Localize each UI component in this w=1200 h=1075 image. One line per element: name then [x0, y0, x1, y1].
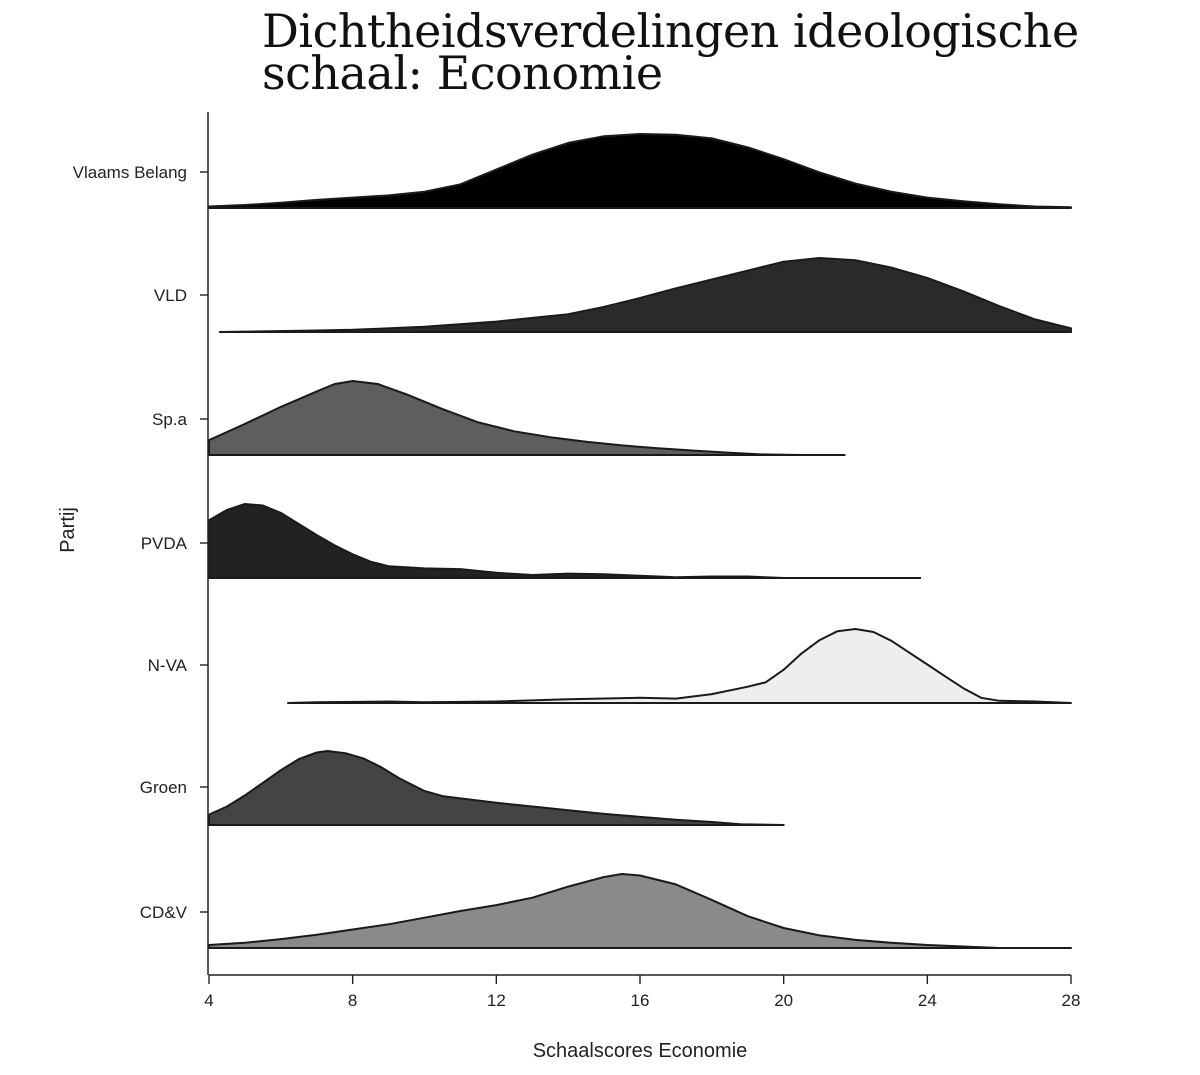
ridge-n-va: [287, 628, 1072, 704]
x-tick-label-4: 4: [204, 991, 213, 1010]
x-tick-label-20: 20: [774, 991, 793, 1010]
x-tick-label-24: 24: [918, 991, 937, 1010]
density-ridges: [208, 133, 1072, 949]
ridge-sp-a: [208, 380, 846, 456]
x-tick-label-16: 16: [631, 991, 650, 1010]
y-tick-label-pvda: PVDA: [141, 534, 188, 553]
x-tick-label-12: 12: [487, 991, 506, 1010]
chart-title: Dichtheidsverdelingen ideologische schaa…: [262, 4, 1182, 100]
y-tick-label-sp-a: Sp.a: [152, 410, 188, 429]
chart-title-line-1: Dichtheidsverdelingen ideologische: [262, 4, 1079, 58]
y-tick-label-vlaams-belang: Vlaams Belang: [73, 163, 187, 182]
ridge-vld: [218, 257, 1072, 333]
x-tick-label-8: 8: [348, 991, 357, 1010]
y-axis-title: Partij: [57, 507, 79, 553]
ridge-groen: [208, 750, 785, 826]
ridge-cdandv: [208, 873, 1072, 949]
y-tick-label-n-va: N-VA: [148, 656, 188, 675]
y-tick-label-vld: VLD: [154, 286, 187, 305]
y-tick-label-groen: Groen: [140, 778, 187, 797]
ridge-pvda: [208, 503, 922, 579]
y-tick-label-cdandv: CD&V: [140, 903, 188, 922]
y-axis: Vlaams Belang VLD Sp.a PVDA N-VA Groen CD&V: [73, 112, 209, 975]
x-axis: 4 8 12 16 20 24 28: [204, 974, 1081, 1010]
ridge-vlaams-belang: [208, 133, 1072, 209]
chart-title-line-2: schaal: Economie: [262, 46, 663, 100]
x-tick-label-28: 28: [1062, 991, 1081, 1010]
x-axis-title: Schaalscores Economie: [533, 1040, 748, 1062]
